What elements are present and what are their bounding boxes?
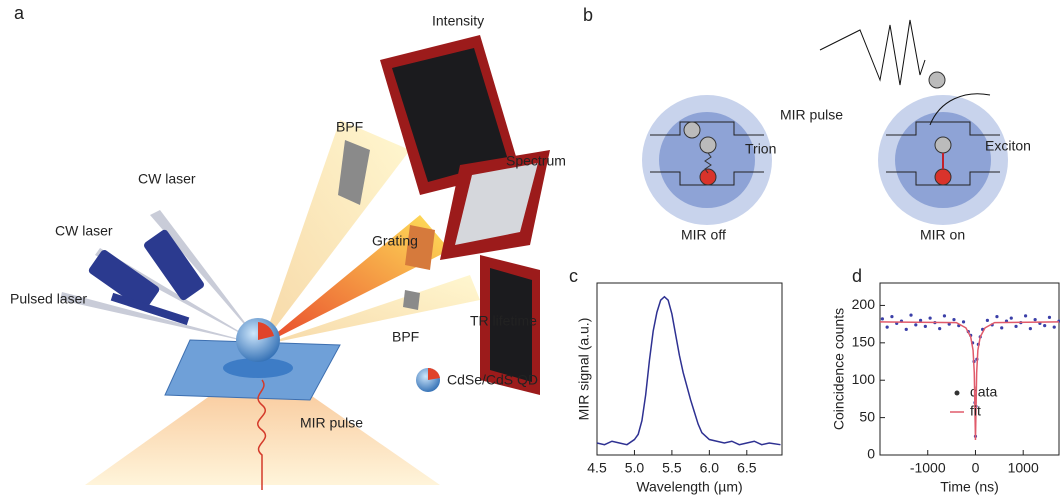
data-point: [890, 315, 893, 318]
x-tick-label: 4.5: [587, 460, 607, 476]
data-point: [943, 314, 946, 317]
x-tick-label: 1000: [1008, 460, 1039, 476]
data-point: [886, 326, 889, 329]
panel-label: d: [852, 266, 862, 286]
label: Trion: [745, 141, 776, 157]
data-point: [881, 317, 884, 320]
panel-label: b: [583, 5, 593, 25]
label: MIR pulse: [780, 107, 843, 123]
data-point: [905, 328, 908, 331]
label: Intensity: [432, 13, 484, 29]
x-tick-label: 6.0: [700, 460, 720, 476]
y-tick-label: 150: [852, 334, 876, 350]
y-axis-label: MIR signal (a.u.): [576, 318, 592, 421]
label: CW laser: [138, 171, 196, 187]
data-point: [1034, 318, 1037, 321]
label: Spectrum: [506, 153, 566, 169]
y-tick-label: 0: [867, 446, 875, 462]
data-point: [919, 319, 922, 322]
data-point: [938, 327, 941, 330]
data-point: [914, 323, 917, 326]
data-point: [909, 314, 912, 317]
data-point: [962, 320, 965, 323]
data-line: [597, 297, 781, 445]
data-point: [1053, 326, 1056, 329]
y-tick-label: 100: [852, 371, 876, 387]
panel-label: c: [569, 266, 578, 286]
label: CW laser: [55, 223, 113, 239]
x-axis-label: Time (ns): [940, 479, 999, 495]
y-tick-label: 50: [859, 408, 875, 424]
data-point: [1000, 326, 1003, 329]
y-axis-label: Coincidence counts: [831, 308, 847, 430]
data-point: [952, 318, 955, 321]
data-point: [1043, 324, 1046, 327]
legend-label: fit: [970, 403, 981, 419]
label: BPF: [336, 119, 363, 135]
label: TR lifetime: [470, 313, 537, 329]
data-point: [924, 325, 927, 328]
axes-frame: [597, 283, 782, 455]
label: Exciton: [985, 138, 1031, 154]
x-tick-label: 0: [972, 460, 980, 476]
data-point: [1029, 327, 1032, 330]
x-tick-label: -1000: [910, 460, 946, 476]
label: CdSe/CdS QD: [447, 372, 538, 388]
page: {"figure": { "a": {"label": "a", "texts"…: [0, 0, 1060, 500]
data-line: [880, 322, 1059, 440]
label: MIR on: [920, 227, 965, 243]
data-point: [1024, 314, 1027, 317]
label: Pulsed laser: [10, 291, 87, 307]
data-point: [986, 319, 989, 322]
data-point: [995, 315, 998, 318]
data-point: [1048, 316, 1051, 319]
legend-swatch: [955, 391, 960, 396]
x-tick-label: 6.5: [737, 460, 757, 476]
label: MIR pulse: [300, 415, 363, 431]
x-axis-label: Wavelength (µm): [636, 479, 742, 495]
figure: c Wavelength (µm) MIR signal (a.u.) 4.5 5.0 5…: [0, 0, 1060, 500]
axes-frame: [880, 283, 1059, 455]
label: BPF: [392, 329, 419, 345]
label: Grating: [372, 233, 418, 249]
panel-label: a: [14, 3, 25, 23]
charts: c Wavelength (µm) MIR signal (a.u.) 4.5 5.0 5…: [569, 266, 1060, 495]
data-point: [1014, 325, 1017, 328]
x-tick-label: 5.0: [625, 460, 645, 476]
y-tick-label: 200: [852, 296, 876, 312]
data-point: [929, 317, 932, 320]
x-tick-label: 5.5: [662, 460, 682, 476]
label: MIR off: [681, 227, 726, 243]
data-point: [1010, 317, 1013, 320]
